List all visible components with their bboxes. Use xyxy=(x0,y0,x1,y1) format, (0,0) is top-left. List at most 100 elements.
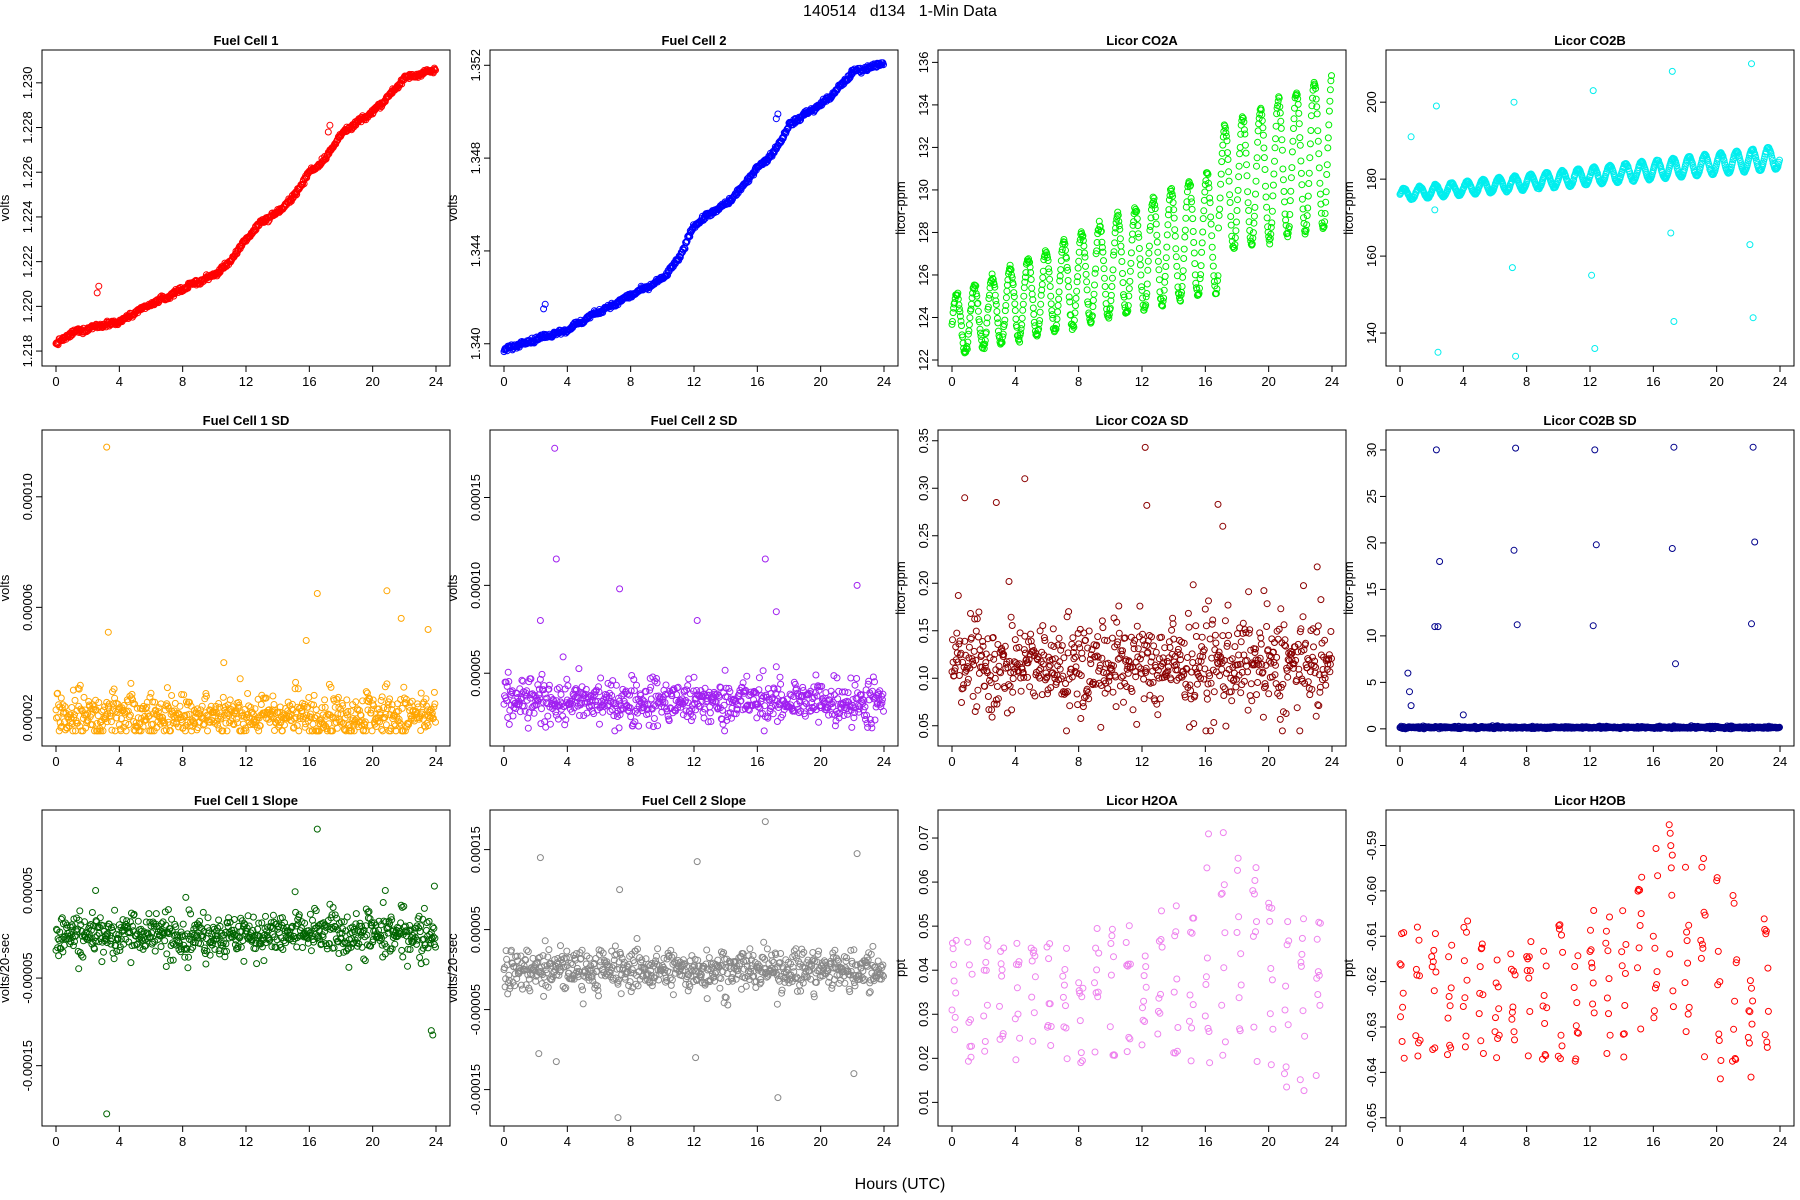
data-point xyxy=(1315,150,1323,158)
data-point xyxy=(1116,225,1124,233)
y-tick-label: 132 xyxy=(916,137,931,159)
data-point xyxy=(1232,227,1240,235)
data-point xyxy=(1030,310,1038,318)
data-point xyxy=(1018,314,1026,322)
y-axis-label: volts xyxy=(445,574,460,601)
data-point xyxy=(1090,290,1098,298)
data-point xyxy=(616,585,624,593)
data-point xyxy=(383,587,391,595)
data-point xyxy=(509,712,517,720)
y-axis-label: licor-ppm xyxy=(893,181,908,234)
data-point xyxy=(1279,165,1287,173)
data-point xyxy=(1172,245,1180,253)
data-point xyxy=(772,663,780,671)
data-point xyxy=(1252,177,1260,185)
data-point xyxy=(1079,703,1087,711)
data-point xyxy=(1198,248,1206,256)
data-point xyxy=(830,691,838,699)
data-point xyxy=(1272,135,1279,143)
y-tick-label: 122 xyxy=(916,349,931,371)
data-point xyxy=(1269,181,1277,189)
data-point xyxy=(1136,602,1144,610)
data-point xyxy=(1262,182,1269,190)
data-point xyxy=(1072,294,1080,302)
y-tick-label: 1.230 xyxy=(20,67,35,100)
data-point xyxy=(1081,253,1089,261)
x-tick-label: 20 xyxy=(1261,754,1275,769)
x-tick-label: 16 xyxy=(1646,374,1660,389)
y-tick-label: 180 xyxy=(1364,168,1379,190)
y-tick-label: 0.00005 xyxy=(468,650,483,697)
x-tick-label: 12 xyxy=(687,754,701,769)
data-point xyxy=(1216,205,1224,213)
data-point xyxy=(1315,164,1323,172)
data-point xyxy=(1295,109,1303,117)
data-point xyxy=(1181,226,1189,234)
data-point xyxy=(1191,260,1199,268)
data-points xyxy=(52,443,439,735)
data-point xyxy=(1115,602,1123,610)
y-tick-label: 0.25 xyxy=(916,523,931,548)
data-point xyxy=(1189,215,1197,223)
y-tick-label: 1.224 xyxy=(20,201,35,234)
x-tick-label: 16 xyxy=(750,374,764,389)
data-point xyxy=(1082,270,1090,278)
data-points xyxy=(948,443,1335,735)
data-point xyxy=(1046,283,1054,290)
data-point xyxy=(1512,352,1520,360)
data-point xyxy=(1263,214,1271,222)
data-point xyxy=(1026,683,1034,691)
x-tick-label: 4 xyxy=(116,754,123,769)
data-point xyxy=(974,307,982,315)
data-point xyxy=(1027,630,1035,638)
data-point xyxy=(721,666,729,674)
data-point xyxy=(1054,308,1062,316)
data-point xyxy=(1011,636,1019,644)
data-point xyxy=(1128,236,1136,244)
y-tick-label: 0.20 xyxy=(916,571,931,596)
y-axis-label: volts xyxy=(0,574,12,601)
data-point xyxy=(432,66,439,74)
data-point xyxy=(1161,272,1169,280)
data-point xyxy=(1111,239,1119,247)
data-point xyxy=(1153,231,1161,239)
data-points xyxy=(52,64,439,349)
data-point xyxy=(1155,266,1163,274)
data-point xyxy=(1287,174,1295,182)
data-point xyxy=(1134,645,1142,653)
data-point xyxy=(1182,214,1190,222)
data-point xyxy=(1136,261,1144,269)
data-point xyxy=(312,706,320,714)
x-tick-label: 0 xyxy=(948,374,955,389)
data-point xyxy=(650,715,658,722)
data-point xyxy=(1073,690,1081,698)
data-point xyxy=(954,592,962,599)
data-point xyxy=(1112,703,1120,711)
data-point xyxy=(1304,192,1312,200)
page-title: 140514 d134 1-Min Data xyxy=(803,3,997,20)
data-point xyxy=(1119,279,1127,287)
data-point xyxy=(1083,278,1091,286)
data-point xyxy=(1178,283,1186,290)
data-point xyxy=(313,590,321,597)
data-point xyxy=(599,708,607,716)
data-point xyxy=(1145,249,1153,257)
data-point xyxy=(1094,633,1102,641)
data-point xyxy=(1179,267,1187,275)
data-point xyxy=(1053,315,1061,323)
data-point xyxy=(270,701,278,708)
y-tick-label: 0.10 xyxy=(916,666,931,691)
data-point xyxy=(1316,179,1324,187)
data-point xyxy=(524,724,532,732)
x-tick-label: 4 xyxy=(564,374,571,389)
data-point xyxy=(654,722,662,730)
data-point xyxy=(1073,287,1081,295)
data-point xyxy=(1250,212,1258,220)
data-point xyxy=(1252,190,1259,198)
data-point xyxy=(1208,243,1216,251)
x-tick-label: 20 xyxy=(365,754,379,769)
data-point xyxy=(1102,290,1110,298)
